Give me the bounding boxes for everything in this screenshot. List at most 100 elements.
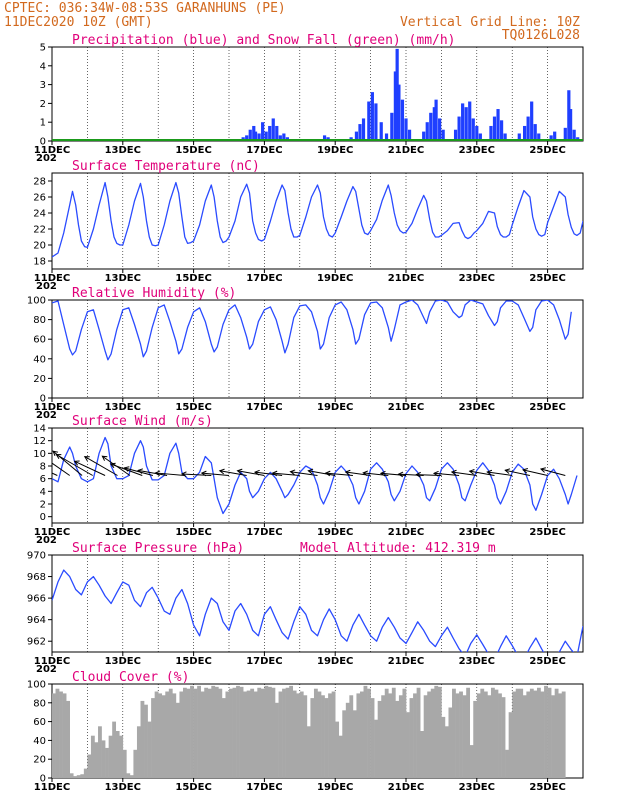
rh-ytick-label: 40 [33, 354, 46, 365]
cloud-bar [519, 688, 524, 778]
wind-arrow-head [362, 470, 369, 477]
wind-arrow-shaft [181, 473, 212, 476]
pressure-series-line [52, 569, 583, 652]
temp-ytick-label: 18 [33, 257, 46, 268]
cloud-bar [66, 700, 70, 778]
precip-bar [252, 125, 256, 141]
cloud-bar [182, 687, 187, 778]
wind-arrow-shaft [52, 462, 70, 476]
cloud-bar [409, 698, 414, 778]
run-line: 11DEC2020 10Z (GMT) [4, 15, 153, 30]
precip-bar [457, 116, 461, 141]
precip-bar [496, 109, 500, 141]
wind-arrow-shaft [155, 472, 185, 476]
precip-bar [367, 101, 371, 141]
cloud-bar [331, 691, 336, 778]
precip-xtick-label: 23DEC [459, 145, 495, 156]
precip-bar [563, 127, 567, 141]
cloud-ytick-label: 0 [40, 774, 46, 785]
cloud-bar [129, 775, 134, 778]
precip-bar [422, 131, 426, 141]
wind-arrow-shaft [451, 471, 477, 476]
pressure-ytick-label: 966 [27, 594, 46, 605]
wind-ytick-label: 12 [33, 436, 46, 447]
pressure-xtick-label: 11DEC [34, 656, 70, 667]
precip-bar [489, 125, 493, 141]
cloud-bar [313, 688, 318, 778]
cloud-bar [317, 691, 322, 778]
cloud-bar [540, 691, 545, 778]
wind-arrow-head [415, 471, 421, 478]
cloud-bar [437, 686, 442, 778]
wind-arrow-head [271, 470, 278, 477]
wind-arrow-head [504, 468, 511, 474]
precip-bar [425, 122, 429, 141]
cloud-xtick-label: 11DEC [34, 782, 70, 793]
temp-title: Surface Temperature (nC) [72, 159, 260, 174]
cloud-bar [275, 702, 279, 778]
cloud-bar [172, 693, 177, 778]
precip-xtick-label: 21DEC [388, 145, 424, 156]
cloud-bar [423, 695, 428, 778]
wind-arrow-shaft [272, 472, 300, 476]
cloud-bar [76, 775, 81, 778]
cloud-bar [505, 749, 509, 778]
cloud-bar [335, 721, 340, 778]
wind-xtick-label: 23DEC [459, 527, 495, 538]
precip-bar [264, 131, 268, 141]
cloud-bar [282, 688, 286, 778]
cloud-bar [345, 702, 350, 778]
cloud-bar [246, 690, 251, 778]
cloud-bar [197, 685, 201, 778]
precip-ytick-label: 3 [40, 80, 46, 91]
precip-bar [438, 118, 442, 141]
precip-bar [370, 92, 374, 141]
cloud-bar [476, 693, 481, 778]
precip-bar [374, 103, 378, 141]
precip-panel: 0 1 2 3 4 5 11DEC 13DEC 15DEC 17DEC 19DEC 21DEC 23DE… [34, 33, 584, 164]
cloud-bar [218, 688, 223, 778]
rh-xtick-label: 13DEC [105, 402, 141, 413]
wind-xtick-label: 17DEC [246, 527, 282, 538]
wind-xtick-label: 21DEC [388, 527, 424, 538]
precip-bar [471, 118, 475, 141]
wind-arrow-head [73, 460, 80, 466]
wind-arrow-head [200, 470, 207, 477]
cloud-bar [285, 687, 290, 778]
wind-arrow-head [52, 450, 59, 457]
cloud-bar [547, 687, 552, 778]
cloud-bar [367, 688, 371, 778]
precip-ytick-label: 2 [40, 99, 46, 110]
cloud-bar [87, 754, 92, 778]
cloud-bar [151, 698, 155, 778]
precip-ytick-label: 5 [40, 43, 46, 54]
cloud-bar [526, 691, 531, 778]
cloud-bar [310, 698, 315, 778]
cloud-xtick-label: 25DEC [529, 782, 565, 793]
cloud-bar [225, 691, 230, 778]
wind-arrow-head [123, 466, 130, 472]
precip-bar [358, 124, 362, 141]
cloud-plot-area [52, 685, 566, 778]
precip-bar [517, 133, 521, 141]
cloud-bar [459, 691, 463, 778]
cloud-bar [289, 685, 294, 778]
precip-bar [475, 125, 479, 141]
cloud-bar [561, 691, 566, 778]
pressure-xtick-label: 17DEC [246, 656, 282, 667]
precip-bar [278, 135, 282, 141]
cloud-bar [299, 691, 304, 778]
wind-arrow-shaft [74, 460, 106, 476]
cloud-bar [98, 726, 102, 778]
pressure-panel: 962 964 966 968 970 11DEC 13DEC 15DEC 17DEC 19DEC… [27, 541, 584, 675]
cloud-bar [236, 685, 240, 778]
precip-xtick-label: 15DEC [175, 145, 211, 156]
cloud-xtick-label: 13DEC [105, 782, 141, 793]
cloud-bar [250, 688, 255, 778]
precip-bar [257, 133, 261, 141]
pressure-xtick-label: 25DEC [529, 656, 565, 667]
cloud-bar [147, 721, 152, 778]
cloud-bar [381, 695, 386, 778]
precip-bar [268, 125, 272, 141]
